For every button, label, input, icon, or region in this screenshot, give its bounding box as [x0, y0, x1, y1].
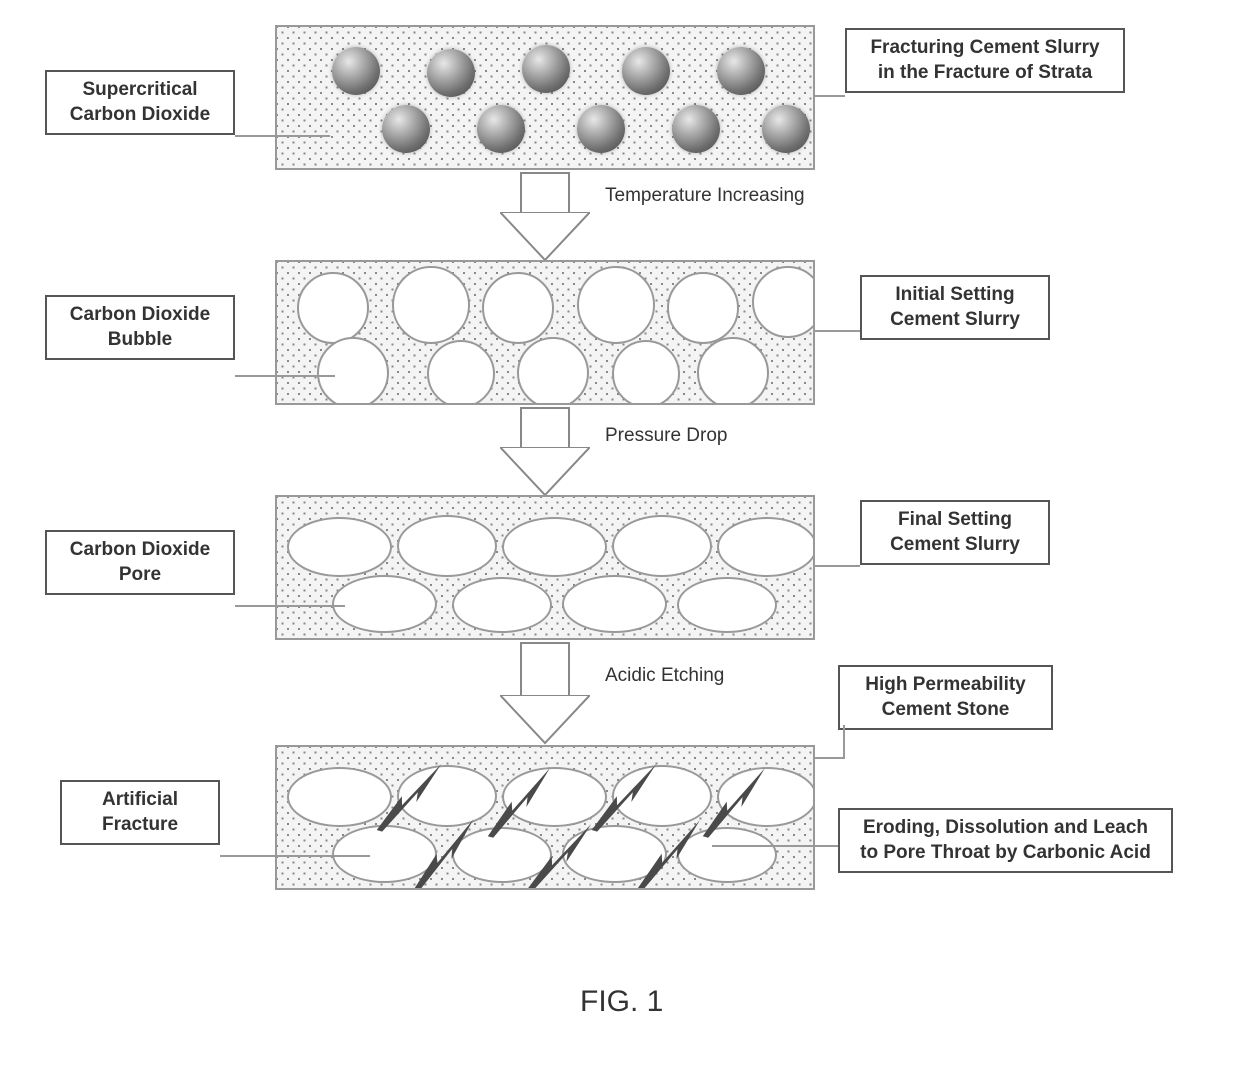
- co2-bubble: [427, 340, 495, 405]
- stage-4-left-connector: [220, 855, 370, 857]
- stage-3-right-connector: [815, 565, 860, 567]
- co2-bubble: [297, 272, 369, 344]
- co2-bubble: [577, 266, 655, 344]
- co2-bubble: [482, 272, 554, 344]
- stage-3-right-label: Final SettingCement Slurry: [860, 500, 1050, 565]
- stage-4-extra-connector: [712, 845, 838, 847]
- stage-4-right-connector-top: [815, 757, 845, 759]
- co2-bubble: [667, 272, 739, 344]
- co2-pore: [452, 577, 552, 633]
- co2-sphere: [427, 49, 475, 97]
- co2-bubble: [392, 266, 470, 344]
- stage-4-right-label: High PermeabilityCement Stone: [838, 665, 1053, 730]
- stage-3-box: [275, 495, 815, 640]
- co2-pore: [562, 575, 667, 633]
- figure-caption: FIG. 1: [580, 985, 663, 1019]
- co2-pore: [717, 517, 815, 577]
- co2-sphere: [477, 105, 525, 153]
- co2-pore: [677, 577, 777, 633]
- stage-2-left-connector: [235, 375, 335, 377]
- stage-4-extra-label: Eroding, Dissolution and Leachto Pore Th…: [838, 808, 1173, 873]
- stage-2-box: [275, 260, 815, 405]
- co2-sphere: [622, 47, 670, 95]
- stage-2-right-connector: [815, 330, 860, 332]
- stage-1-box: [275, 25, 815, 170]
- co2-pore: [612, 515, 712, 577]
- co2-sphere: [762, 105, 810, 153]
- stage-1-right-label: Fracturing Cement Slurryin the Fracture …: [845, 28, 1125, 93]
- co2-pore: [332, 575, 437, 633]
- co2-sphere: [577, 105, 625, 153]
- arrow-3-text: Acidic Etching: [605, 665, 724, 687]
- stage-4-right-connector-top-v: [843, 725, 845, 759]
- co2-bubble: [697, 337, 769, 405]
- co2-bubble: [517, 337, 589, 405]
- stage-2-left-label: Carbon DioxideBubble: [45, 295, 235, 360]
- stage-3-left-connector: [235, 605, 345, 607]
- arrow-1-text: Temperature Increasing: [605, 185, 805, 207]
- stage-2-right-label: Initial SettingCement Slurry: [860, 275, 1050, 340]
- co2-sphere: [522, 45, 570, 93]
- co2-pore: [287, 517, 392, 577]
- co2-bubble: [317, 337, 389, 405]
- stage-4-left-label: ArtificialFracture: [60, 780, 220, 845]
- co2-sphere: [717, 47, 765, 95]
- co2-pore: [397, 515, 497, 577]
- stage-3-left-label: Carbon DioxidePore: [45, 530, 235, 595]
- process-diagram: SupercriticalCarbon Dioxide Fracturing C…: [0, 0, 1240, 1075]
- co2-sphere: [672, 105, 720, 153]
- stage-1-left-label: SupercriticalCarbon Dioxide: [45, 70, 235, 135]
- co2-sphere: [382, 105, 430, 153]
- stage-1-right-connector: [815, 95, 845, 97]
- co2-bubble: [752, 266, 815, 338]
- stage-1-left-connector: [235, 135, 330, 137]
- arrow-2-text: Pressure Drop: [605, 425, 728, 447]
- co2-sphere: [332, 47, 380, 95]
- co2-pore: [502, 517, 607, 577]
- co2-bubble: [612, 340, 680, 405]
- stage-4-box: [275, 745, 815, 890]
